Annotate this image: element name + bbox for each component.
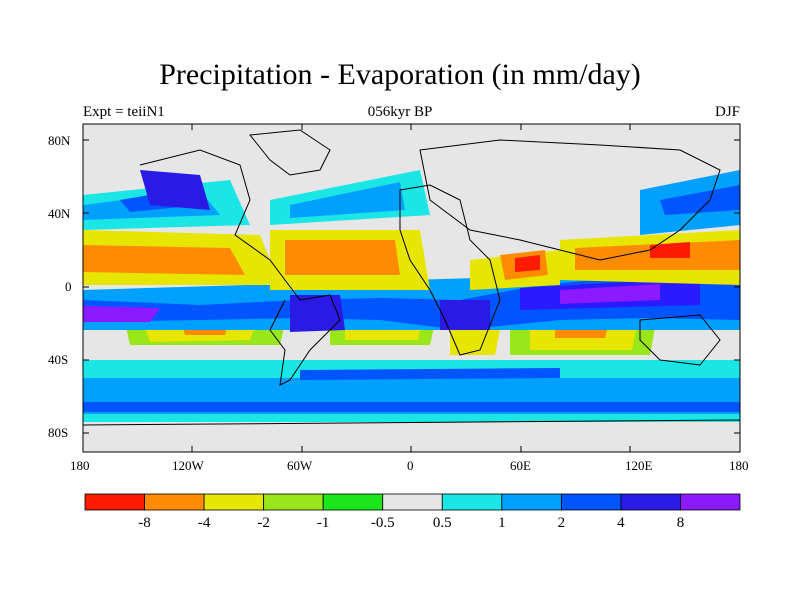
colorbar-label: 8 xyxy=(677,515,685,531)
lat-label-80s: 80S xyxy=(48,425,69,440)
colorbar-swatch xyxy=(322,493,384,511)
map-title: Precipitation - Evaporation (in mm/day) xyxy=(159,58,641,91)
americas-coast xyxy=(139,149,341,386)
colorbar-swatch xyxy=(501,493,562,511)
lon-label-180w: 180 xyxy=(70,458,90,473)
greenland-coast xyxy=(249,129,331,176)
colorbar-label: -4 xyxy=(198,515,211,531)
season-label: DJF xyxy=(714,104,740,120)
colorbar-swatch xyxy=(203,493,265,511)
lat-label-80n: 80N xyxy=(48,133,71,148)
experiment-label: Expt = teiiN1 xyxy=(83,104,165,120)
colorbar-label: -8 xyxy=(138,515,151,531)
maritime-purple xyxy=(560,284,660,304)
colorbar-swatch xyxy=(441,493,503,511)
arabian-red xyxy=(515,255,540,272)
australia-coast xyxy=(639,314,721,366)
eurasia-coast xyxy=(419,139,721,261)
lon-label-120w: 120W xyxy=(172,458,204,473)
lon-label-60w: 60W xyxy=(287,458,313,473)
nw-pacific-red xyxy=(650,242,690,258)
s-africa-yellow xyxy=(450,330,500,355)
colorbar-label: -0.5 xyxy=(371,515,395,531)
colorbar-swatch xyxy=(560,493,622,511)
colorbar-label: 0.5 xyxy=(433,515,452,531)
south-atlantic-blue xyxy=(300,368,560,380)
colorbar-swatch xyxy=(620,493,681,511)
n-atlantic-orange xyxy=(285,240,400,275)
lon-label-0: 0 xyxy=(407,458,414,473)
colorbar-swatch xyxy=(382,493,443,511)
colorbar-swatch xyxy=(680,493,741,511)
pe-field xyxy=(83,124,740,452)
lon-label-60e: 60E xyxy=(510,458,531,473)
lat-label-40n: 40N xyxy=(48,206,71,221)
colorbar-label: 4 xyxy=(617,515,625,531)
colorbar-label: 2 xyxy=(558,515,566,531)
colorbar-swatch xyxy=(84,493,145,511)
lon-label-120e: 120E xyxy=(625,458,653,473)
spcz-purple xyxy=(83,306,160,322)
southern-ocean-blue xyxy=(83,402,740,412)
lat-label-40s: 40S xyxy=(48,352,69,367)
kuroshio-blue xyxy=(660,185,740,215)
amazon-indigo xyxy=(290,295,345,332)
colorbar-label: -1 xyxy=(317,515,330,531)
lat-label-0: 0 xyxy=(65,279,72,294)
n-pacific-orange xyxy=(83,245,245,275)
lon-label-180e: 180 xyxy=(729,458,749,473)
time-label: 056kyr BP xyxy=(367,104,433,120)
colorbar-label: 1 xyxy=(498,515,506,531)
axis-ticks xyxy=(82,124,741,452)
antarctica-coast xyxy=(83,419,740,426)
congo-indigo xyxy=(440,300,490,330)
colorbar-swatch xyxy=(263,493,324,511)
alaska-indigo xyxy=(140,170,210,210)
colorbar: -8 -4 -2 -1 -0.5 0.5 1 2 4 8 xyxy=(84,493,741,531)
n-atlantic-lightblue xyxy=(290,182,405,218)
africa-coast xyxy=(399,184,501,356)
colorbar-swatch xyxy=(144,493,205,511)
colorbar-label: -2 xyxy=(257,515,270,531)
coastlines xyxy=(83,129,740,426)
